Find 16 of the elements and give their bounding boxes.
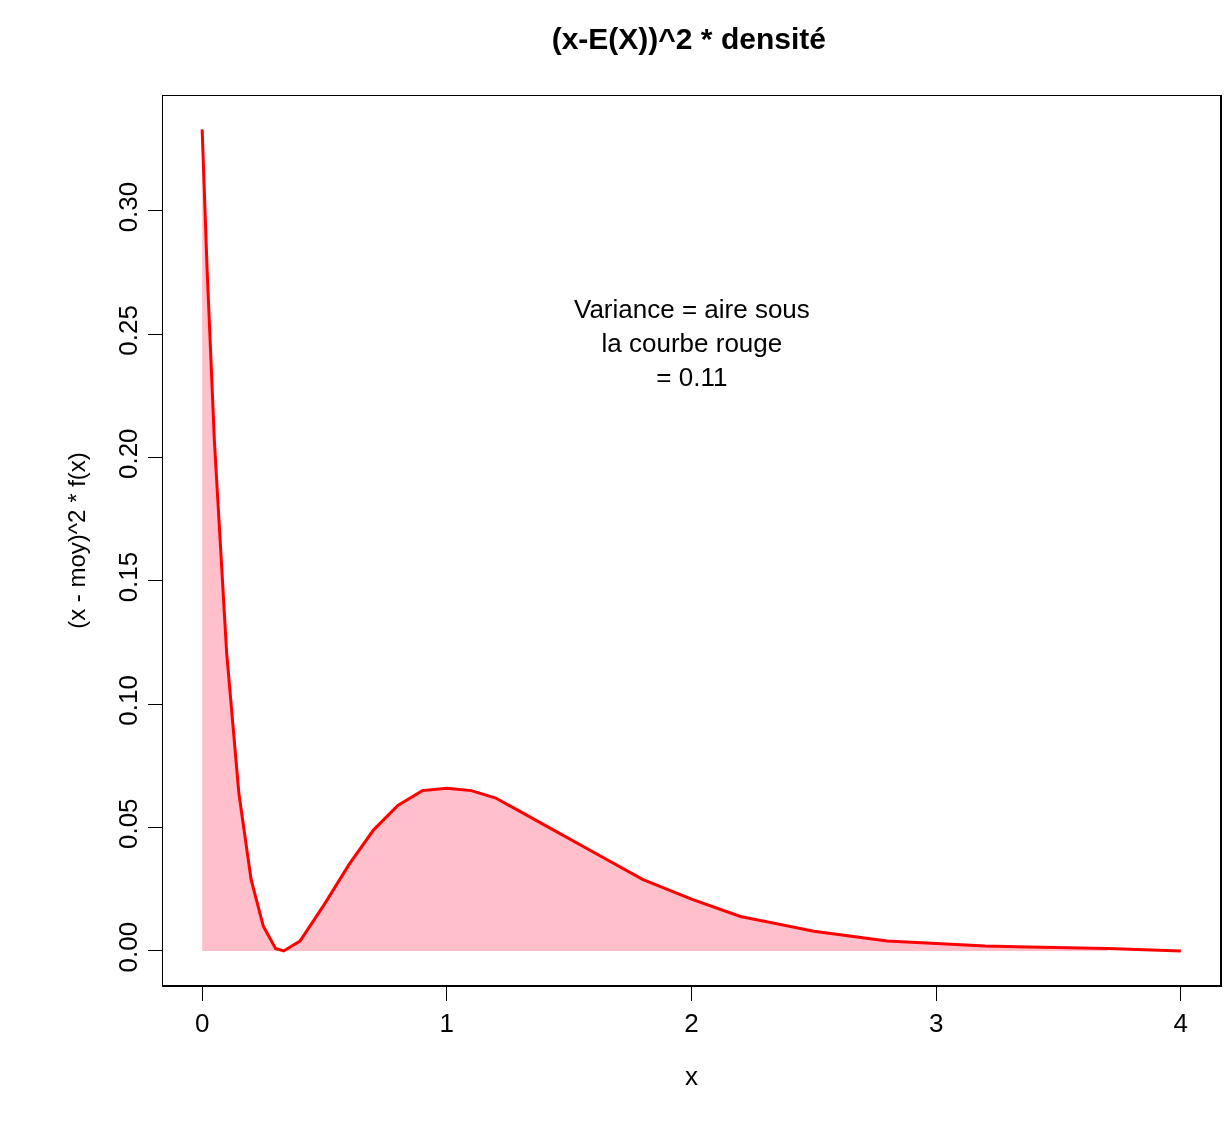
x-tick-label: 3: [928, 1007, 944, 1038]
x-tick-label: 0: [194, 1007, 210, 1038]
y-tick-label: 0.05: [113, 798, 144, 850]
x-axis-title: x: [685, 1061, 698, 1092]
y-tick-label: 0.15: [113, 551, 144, 603]
chart-title: (x-E(X))^2 * densité: [551, 22, 826, 56]
y-axis-title: (x - moy)^2 * f(x): [63, 452, 91, 629]
y-tick-label: 0.20: [113, 428, 144, 480]
y-tick-label: 0.10: [113, 675, 144, 726]
annotation: Variance = aire sous la courbe rouge = 0.11: [574, 294, 810, 392]
x-tick-label: 4: [1173, 1007, 1189, 1038]
x-tick-label: 1: [439, 1007, 455, 1038]
y-tick-label: 0.25: [113, 305, 144, 356]
y-tick-label: 0.30: [113, 181, 144, 233]
x-tick-label: 2: [684, 1007, 699, 1038]
y-tick-label: 0.00: [113, 921, 144, 973]
